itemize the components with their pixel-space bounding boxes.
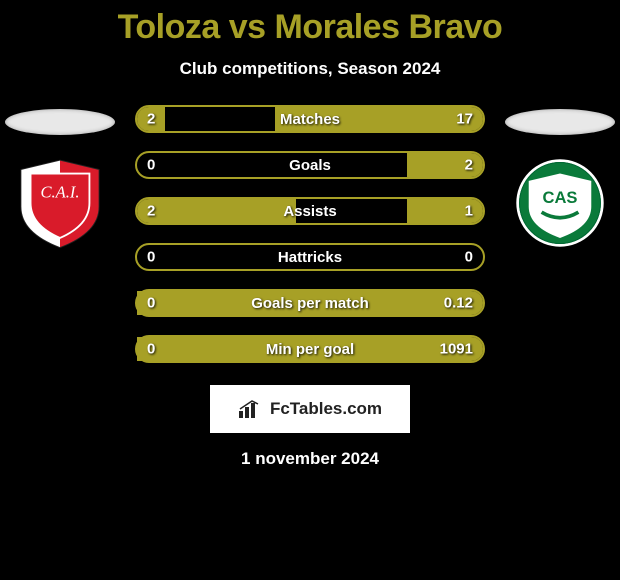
comparison-panel: C.A.I. CAS 2 Matches 17 0 Goals 2 2 Assists 1 0 Ha… [0,105,620,363]
stat-value-left: 0 [147,341,155,358]
stat-label: Hattricks [278,249,342,266]
stat-fill-left [137,199,296,223]
stat-value-left: 2 [147,111,155,128]
page-subtitle: Club competitions, Season 2024 [0,59,620,79]
branding-text: FcTables.com [270,399,382,419]
stat-row: 0 Goals 2 [135,151,485,179]
stats-list: 2 Matches 17 0 Goals 2 2 Assists 1 0 Hattricks 0 0 Go… [135,105,485,363]
player-shadow-left [5,109,115,135]
player-right-column: CAS [500,105,620,249]
stat-value-right: 17 [456,111,473,128]
stat-row: 0 Hattricks 0 [135,243,485,271]
stat-label: Goals per match [251,295,369,312]
stat-value-left: 0 [147,249,155,266]
crest-right-text: CAS [543,188,578,207]
stat-row: 0 Min per goal 1091 [135,335,485,363]
stat-row: 0 Goals per match 0.12 [135,289,485,317]
stat-value-right: 1091 [440,341,473,358]
stat-label: Min per goal [266,341,354,358]
stat-value-left: 2 [147,203,155,220]
stat-value-left: 0 [147,295,155,312]
club-crest-right: CAS [514,157,606,249]
player-shadow-right [505,109,615,135]
footer-date: 1 november 2024 [0,449,620,469]
club-crest-left: C.A.I. [14,157,106,249]
stat-value-right: 0.12 [444,295,473,312]
page-title: Toloza vs Morales Bravo [0,0,620,47]
stat-value-right: 0 [465,249,473,266]
stat-label: Assists [283,203,336,220]
stat-label: Goals [289,157,331,174]
chart-icon [238,399,264,419]
stat-row: 2 Assists 1 [135,197,485,225]
stat-label: Matches [280,111,340,128]
player-left-column: C.A.I. [0,105,120,249]
branding-badge: FcTables.com [210,385,410,433]
stat-value-right: 2 [465,157,473,174]
crest-left-text: C.A.I. [40,182,79,201]
stat-row: 2 Matches 17 [135,105,485,133]
stat-value-left: 0 [147,157,155,174]
stat-value-right: 1 [465,203,473,220]
